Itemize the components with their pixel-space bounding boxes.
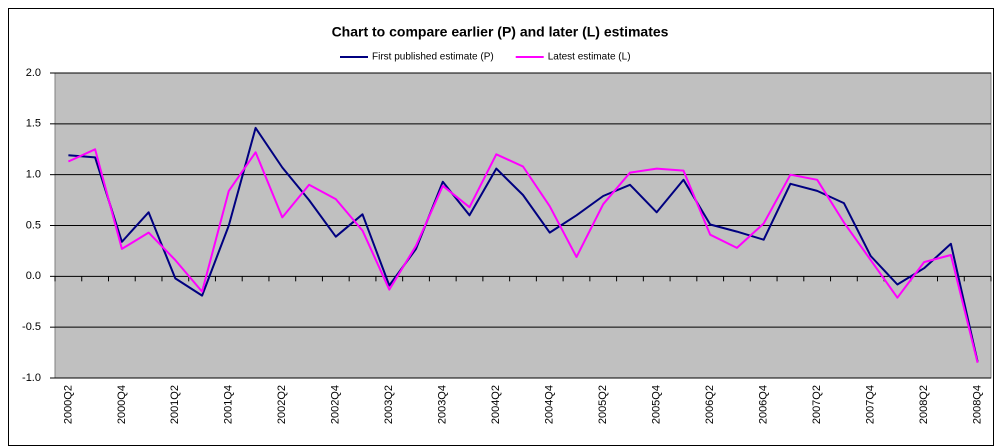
x-tick-label: 2001Q4 [223,385,235,424]
y-tick-label: -0.5 [22,321,41,333]
x-tick-label: 2004Q4 [544,385,556,424]
x-tick-label: 2007Q2 [811,385,823,424]
chart-title: Chart to compare earlier (P) and later (… [332,24,669,40]
x-tick-label: 2003Q4 [437,385,449,424]
x-tick-label: 2001Q2 [169,385,181,424]
y-tick-label: 0.0 [26,270,41,282]
legend-label: First published estimate (P) [372,52,494,63]
x-tick-label: 2000Q4 [116,385,128,424]
x-tick-label: 2006Q2 [704,385,716,424]
x-tick-label: 2004Q2 [490,385,502,424]
x-tick-label: 2003Q2 [383,385,395,424]
y-tick-label: 2.0 [26,67,41,79]
series-line [67,148,979,364]
y-tick-label: 0.5 [26,219,41,231]
y-tick-label: 1.0 [26,169,41,181]
y-tick-label: -1.0 [22,372,41,384]
x-tick-label: 2008Q2 [918,385,930,424]
x-tick-label: 2005Q4 [651,385,663,424]
x-tick-label: 2006Q4 [758,385,770,424]
x-tick-label: 2002Q4 [330,385,342,424]
x-tick-label: 2007Q4 [865,385,877,424]
y-tick-label: 1.5 [26,118,41,130]
x-tick-label: 2008Q4 [972,385,984,424]
legend-label: Latest estimate (L) [548,52,631,63]
x-tick-label: 2000Q2 [62,385,74,424]
x-tick-label: 2002Q2 [276,385,288,424]
x-tick-label: 2005Q2 [597,385,609,424]
